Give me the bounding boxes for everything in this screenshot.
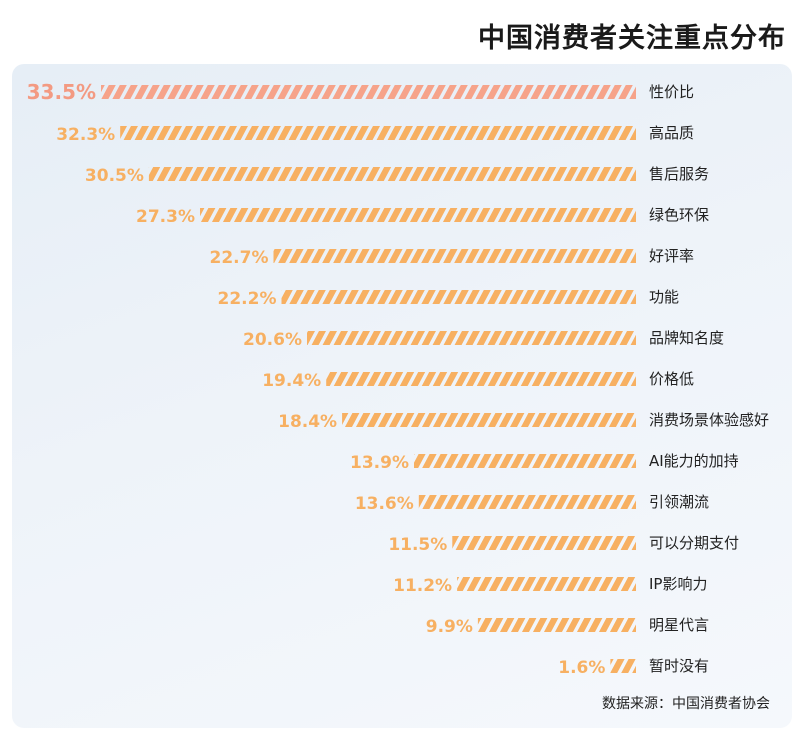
data-source-note: 数据来源：中国消费者协会 [602,696,770,712]
bar-12 [457,577,636,591]
bar-13 [477,618,636,632]
value-label-0: 33.5% [27,80,96,104]
value-label-10: 13.6% [355,494,414,514]
value-label-4: 22.7% [210,248,269,268]
category-label-14: 暂时没有 [649,657,709,675]
bar-7 [326,372,636,386]
value-label-5: 22.2% [218,289,277,309]
category-label-10: 引领潮流 [649,493,709,511]
category-label-5: 功能 [649,288,679,306]
bar-14 [610,659,636,673]
value-label-11: 11.5% [388,535,447,555]
category-label-2: 售后服务 [649,165,709,183]
bar-11 [452,536,636,550]
bar-1 [120,126,636,140]
bar-0 [101,85,636,99]
category-label-12: IP影响力 [649,575,707,593]
value-label-3: 27.3% [136,207,195,227]
value-label-2: 30.5% [85,166,144,186]
value-label-1: 32.3% [56,125,115,145]
category-label-3: 绿色环保 [649,206,709,224]
value-label-9: 13.9% [350,453,409,473]
category-label-6: 品牌知名度 [649,329,724,347]
value-label-13: 9.9% [426,617,473,637]
category-label-8: 消费场景体验感好 [649,411,769,429]
chart-title: 中国消费者关注重点分布 [478,23,786,54]
category-label-1: 高品质 [649,124,694,142]
bar-4 [273,249,636,263]
category-label-7: 价格低 [649,370,694,388]
bar-10 [418,495,636,509]
bar-8 [342,413,636,427]
value-label-12: 11.2% [393,576,452,596]
category-label-4: 好评率 [649,247,694,265]
bar-9 [414,454,636,468]
bar-3 [200,208,636,222]
bar-2 [148,167,636,181]
bar-6 [307,331,636,345]
value-label-8: 18.4% [278,412,337,432]
value-label-7: 19.4% [262,371,321,391]
category-label-11: 可以分期支付 [649,534,739,552]
category-label-9: AI能力的加持 [649,452,739,470]
value-label-14: 1.6% [558,658,605,678]
value-label-6: 20.6% [243,330,302,350]
bar-5 [281,290,636,304]
category-label-0: 性价比 [649,83,694,101]
category-label-13: 明星代言 [649,616,709,634]
